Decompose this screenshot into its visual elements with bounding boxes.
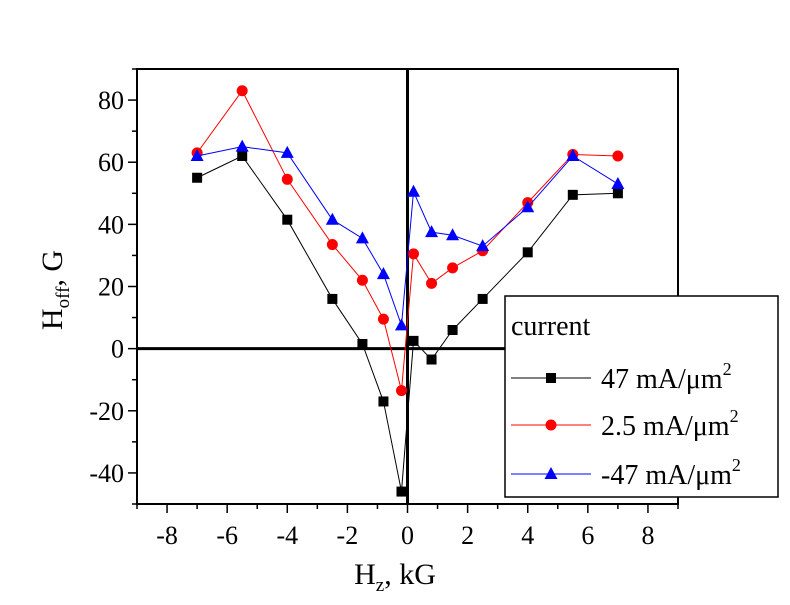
legend-entry-3: -47 mA/μm2 [511, 455, 741, 491]
data-point [235, 139, 249, 152]
series-2 [191, 85, 624, 397]
data-point [612, 150, 624, 162]
data-point [394, 318, 408, 331]
data-point [192, 172, 203, 183]
series-layer [190, 85, 625, 497]
data-point [446, 228, 460, 241]
y-tick-label: 80 [98, 86, 124, 115]
x-tick-label: 6 [581, 521, 594, 550]
series-3 [190, 139, 625, 331]
x-tick-label: 0 [401, 521, 414, 550]
data-point [355, 231, 369, 244]
major-ticks [128, 99, 649, 513]
data-point [612, 188, 623, 199]
y-tick-label: -20 [89, 397, 124, 426]
y-tick-label: 20 [98, 273, 124, 302]
data-point [408, 335, 419, 346]
data-point [377, 313, 389, 325]
series-1 [192, 151, 623, 497]
data-point [395, 385, 407, 397]
x-axis-title-sub: z [376, 575, 384, 596]
data-point [611, 176, 625, 189]
data-point [237, 151, 248, 161]
legend-label: -47 mA/μm2 [601, 455, 741, 491]
data-point [326, 239, 338, 251]
legend-swatch-marker [544, 467, 558, 479]
x-tick-label: -4 [276, 521, 298, 550]
data-point [236, 85, 248, 97]
legend-swatch-marker [546, 373, 556, 383]
legend-swatch-marker [545, 419, 557, 431]
x-tick-label: 4 [521, 521, 534, 550]
data-point [325, 212, 339, 225]
legend-label: 47 mA/μm2 [601, 359, 732, 395]
data-point [476, 239, 490, 252]
data-point [282, 214, 293, 225]
data-point [407, 184, 421, 197]
data-point [396, 486, 407, 497]
y-tick-label: 60 [98, 148, 124, 177]
legend-label-sup: 2 [730, 406, 739, 426]
data-point [357, 338, 368, 349]
data-point [190, 149, 204, 161]
x-tick-label: 8 [641, 521, 654, 550]
x-axis-title: Hz, kG [354, 558, 436, 596]
series-line [196, 89, 618, 391]
data-point [425, 225, 439, 238]
x-axis-title-main: H [354, 558, 376, 591]
legend-label-main: 47 mA/μm [601, 364, 723, 395]
data-point [327, 293, 338, 304]
y-axis-title-main: H [36, 308, 69, 330]
data-point [447, 325, 458, 335]
data-point [447, 262, 459, 274]
data-point [522, 247, 533, 258]
data-point [426, 354, 437, 365]
legend-label-sup: 2 [732, 455, 741, 475]
series-line [197, 146, 619, 326]
data-point [356, 274, 368, 286]
legend-title: current [511, 311, 591, 342]
data-point [426, 277, 438, 289]
data-point [281, 173, 293, 185]
legend-label-main: -47 mA/μm [601, 460, 732, 491]
legend-label-sup: 2 [723, 359, 732, 379]
data-point [378, 396, 389, 407]
legend-entry-1: 47 mA/μm2 [511, 359, 732, 395]
data-point [376, 267, 390, 280]
y-axis-title-sub: off [53, 286, 74, 308]
y-tick-label: 40 [98, 210, 124, 239]
legend-box [504, 295, 779, 498]
data-point [566, 149, 580, 161]
data-point [567, 189, 578, 200]
y-axis-title-rest: , G [36, 250, 69, 287]
data-point [477, 293, 488, 304]
x-axis-title-rest: , kG [384, 558, 436, 591]
x-tick-label: -6 [216, 521, 238, 550]
x-tick-label: -8 [156, 521, 178, 550]
legend-entry-2: 2.5 mA/μm2 [511, 406, 739, 442]
legend-label-main: 2.5 mA/μm [601, 411, 730, 442]
x-tick-label: -2 [337, 521, 359, 550]
data-point [521, 200, 535, 213]
minor-ticks [132, 68, 679, 509]
data-point [280, 145, 294, 158]
y-axis-title: Hoff, G [36, 250, 74, 330]
series-line [196, 155, 618, 492]
data-point [408, 248, 420, 260]
x-tick-label: 2 [461, 521, 474, 550]
legend-label: 2.5 mA/μm2 [601, 406, 739, 442]
y-tick-label: 0 [111, 335, 124, 364]
y-tick-label: -40 [89, 459, 124, 488]
